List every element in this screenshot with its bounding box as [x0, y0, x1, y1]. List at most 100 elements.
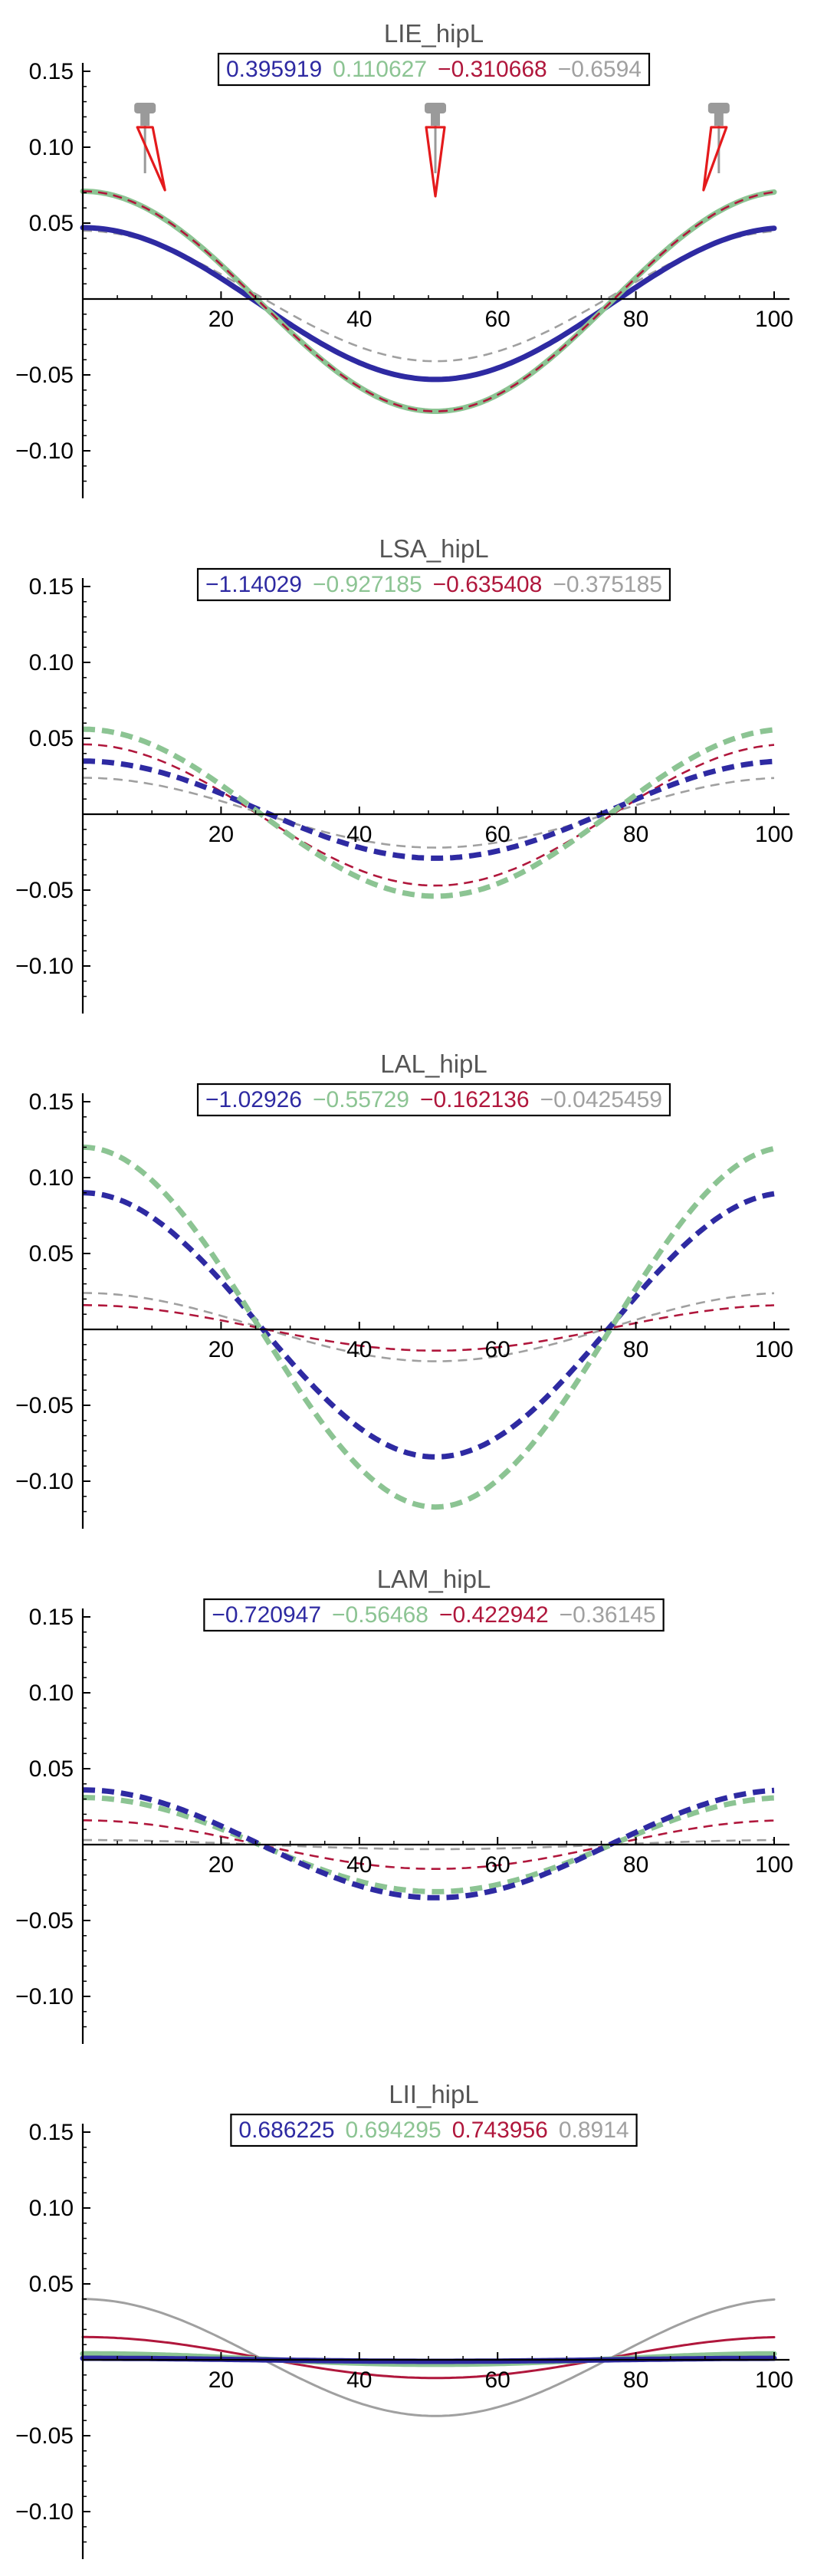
legend-entry-1: −1.02926	[205, 1087, 302, 1112]
x-tick-label: 80	[623, 2367, 648, 2393]
legend-entry-3: −0.635408	[433, 572, 543, 597]
x-tick-label: 20	[208, 2367, 234, 2393]
chart-panel-2: LSA_hipL −1.14029 −0.927185 −0.635408 −0.375…	[15, 534, 793, 1014]
hip-joint-shape	[714, 111, 724, 126]
legend-entry-4: −0.36145	[560, 1602, 656, 1628]
legend-entry-2: −0.927185	[313, 572, 422, 597]
series-line-2	[80, 225, 777, 383]
legend: 0.395919 0.110627 −0.310668 −0.6594	[217, 52, 651, 87]
y-tick-label: −0.10	[15, 1984, 74, 2009]
chart-title: LII_hipL	[389, 2080, 478, 2108]
x-tick-label: 40	[346, 2367, 372, 2393]
hip-joint-shape	[140, 111, 150, 126]
x-tick-label: 60	[485, 1337, 510, 1362]
series-line-4	[82, 726, 775, 899]
chart-panel-4: LAM_hipL −0.720947 −0.56468 −0.422942 −0.361…	[15, 1565, 793, 2044]
x-tick-label: 20	[208, 1852, 234, 1878]
y-tick-label: 0.10	[29, 2196, 74, 2221]
chart-panel-5: LII_hipL 0.686225 0.694295 0.743956 0.8914 20…	[15, 2080, 793, 2559]
x-tick-label: 40	[346, 822, 372, 847]
y-tick-label: 0.10	[29, 135, 74, 160]
legend-entry-1: −0.720947	[212, 1602, 321, 1628]
x-tick-label: 40	[346, 1852, 372, 1878]
x-tick-label: 100	[755, 822, 793, 847]
legend: −0.720947 −0.56468 −0.422942 −0.36145	[203, 1598, 665, 1632]
legend-entry-3: 0.743956	[452, 2118, 548, 2143]
x-tick-label: 80	[623, 1337, 648, 1362]
legend: 0.686225 0.694295 0.743956 0.8914	[230, 2113, 638, 2147]
series-line-3	[82, 1190, 775, 1460]
moving-leg	[425, 126, 446, 198]
chart-title: LAL_hipL	[380, 1050, 487, 1078]
legend: −1.14029 −0.927185 −0.635408 −0.375185	[196, 567, 671, 602]
y-tick-label: −0.05	[15, 1393, 74, 1418]
legend-entry-2: −0.56468	[332, 1602, 428, 1628]
leg-pose-icon	[702, 102, 730, 192]
y-tick-label: 0.05	[29, 211, 74, 236]
x-tick-label: 80	[623, 307, 648, 332]
y-tick-label: 0.15	[29, 59, 74, 84]
series-line-2	[83, 1819, 775, 1870]
legend-text: −0.720947 −0.56468 −0.422942 −0.36145	[212, 1602, 655, 1628]
chart-panel-3: LAL_hipL −1.02926 −0.55729 −0.162136 −0.0425…	[15, 1050, 793, 1529]
x-tick-label: 40	[346, 307, 372, 332]
y-tick-label: 0.05	[29, 726, 74, 751]
moving-leg	[136, 126, 166, 192]
series-line-1	[83, 1292, 775, 1362]
legend-text: −1.14029 −0.927185 −0.635408 −0.375185	[205, 572, 662, 597]
legend-frame	[217, 52, 651, 87]
y-tick-label: 0.15	[29, 1089, 74, 1115]
x-tick-label: 100	[755, 2367, 793, 2393]
leg-pose-icon	[134, 102, 166, 192]
y-tick-label: 0.05	[29, 2272, 74, 2297]
legend-entry-1: 0.395919	[226, 57, 322, 82]
legend-entry-4: −0.6594	[558, 57, 642, 82]
series-line-1	[83, 229, 775, 363]
legend-entry-1: −1.14029	[205, 572, 302, 597]
legend-entry-2: 0.110627	[333, 57, 427, 82]
legend-text: −1.02926 −0.55729 −0.162136 −0.0425459	[205, 1087, 662, 1112]
legend-entry-1: 0.686225	[238, 2118, 334, 2143]
x-tick-label: 100	[755, 1852, 793, 1878]
series-line-1	[83, 777, 775, 849]
pelvis-shape	[134, 102, 156, 113]
x-tick-label: 60	[485, 822, 510, 847]
legend-entry-2: −0.55729	[313, 1087, 409, 1112]
y-tick-label: −0.10	[15, 2499, 74, 2525]
x-tick-label: 100	[755, 307, 793, 332]
x-tick-label: 80	[623, 822, 648, 847]
legend-entry-4: −0.375185	[553, 572, 662, 597]
y-tick-label: 0.10	[29, 1681, 74, 1706]
y-tick-label: 0.05	[29, 1756, 74, 1782]
leg-pose-icon	[425, 102, 447, 198]
pelvis-shape	[707, 102, 730, 113]
series-line-2	[82, 743, 775, 887]
y-tick-label: −0.05	[15, 1908, 74, 1934]
x-tick-label: 20	[208, 1337, 234, 1362]
series-line-1	[83, 1838, 774, 1851]
legend-frame	[196, 1083, 671, 1117]
y-tick-label: 0.15	[29, 1605, 74, 1630]
legend-text: 0.395919 0.110627 −0.310668 −0.6594	[226, 57, 642, 82]
legend: −1.02926 −0.55729 −0.162136 −0.0425459	[196, 1083, 671, 1117]
legend-entry-4: 0.8914	[559, 2118, 629, 2143]
chart-panel-1: LIE_hipL 0.395919 0.110627 −0.310668 −0.6594…	[15, 19, 793, 498]
x-tick-label: 60	[485, 2367, 510, 2393]
y-tick-label: −0.10	[15, 954, 74, 979]
legend-entry-3: −0.310668	[438, 57, 547, 82]
legend-entry-4: −0.0425459	[540, 1087, 662, 1112]
chart-title: LAM_hipL	[377, 1565, 491, 1593]
legend-text: 0.686225 0.694295 0.743956 0.8914	[238, 2118, 629, 2143]
chart-title: LIE_hipL	[384, 19, 484, 48]
x-tick-label: 80	[623, 1852, 648, 1878]
x-tick-label: 20	[208, 822, 234, 847]
x-tick-label: 20	[208, 307, 234, 332]
x-tick-label: 60	[485, 307, 510, 332]
legend-frame	[203, 1598, 665, 1632]
y-tick-label: −0.10	[15, 1469, 74, 1494]
y-tick-label: 0.15	[29, 2120, 74, 2145]
series-line-1	[81, 2298, 776, 2417]
series-line-2	[81, 2335, 776, 2380]
series-line-2	[83, 1304, 775, 1352]
